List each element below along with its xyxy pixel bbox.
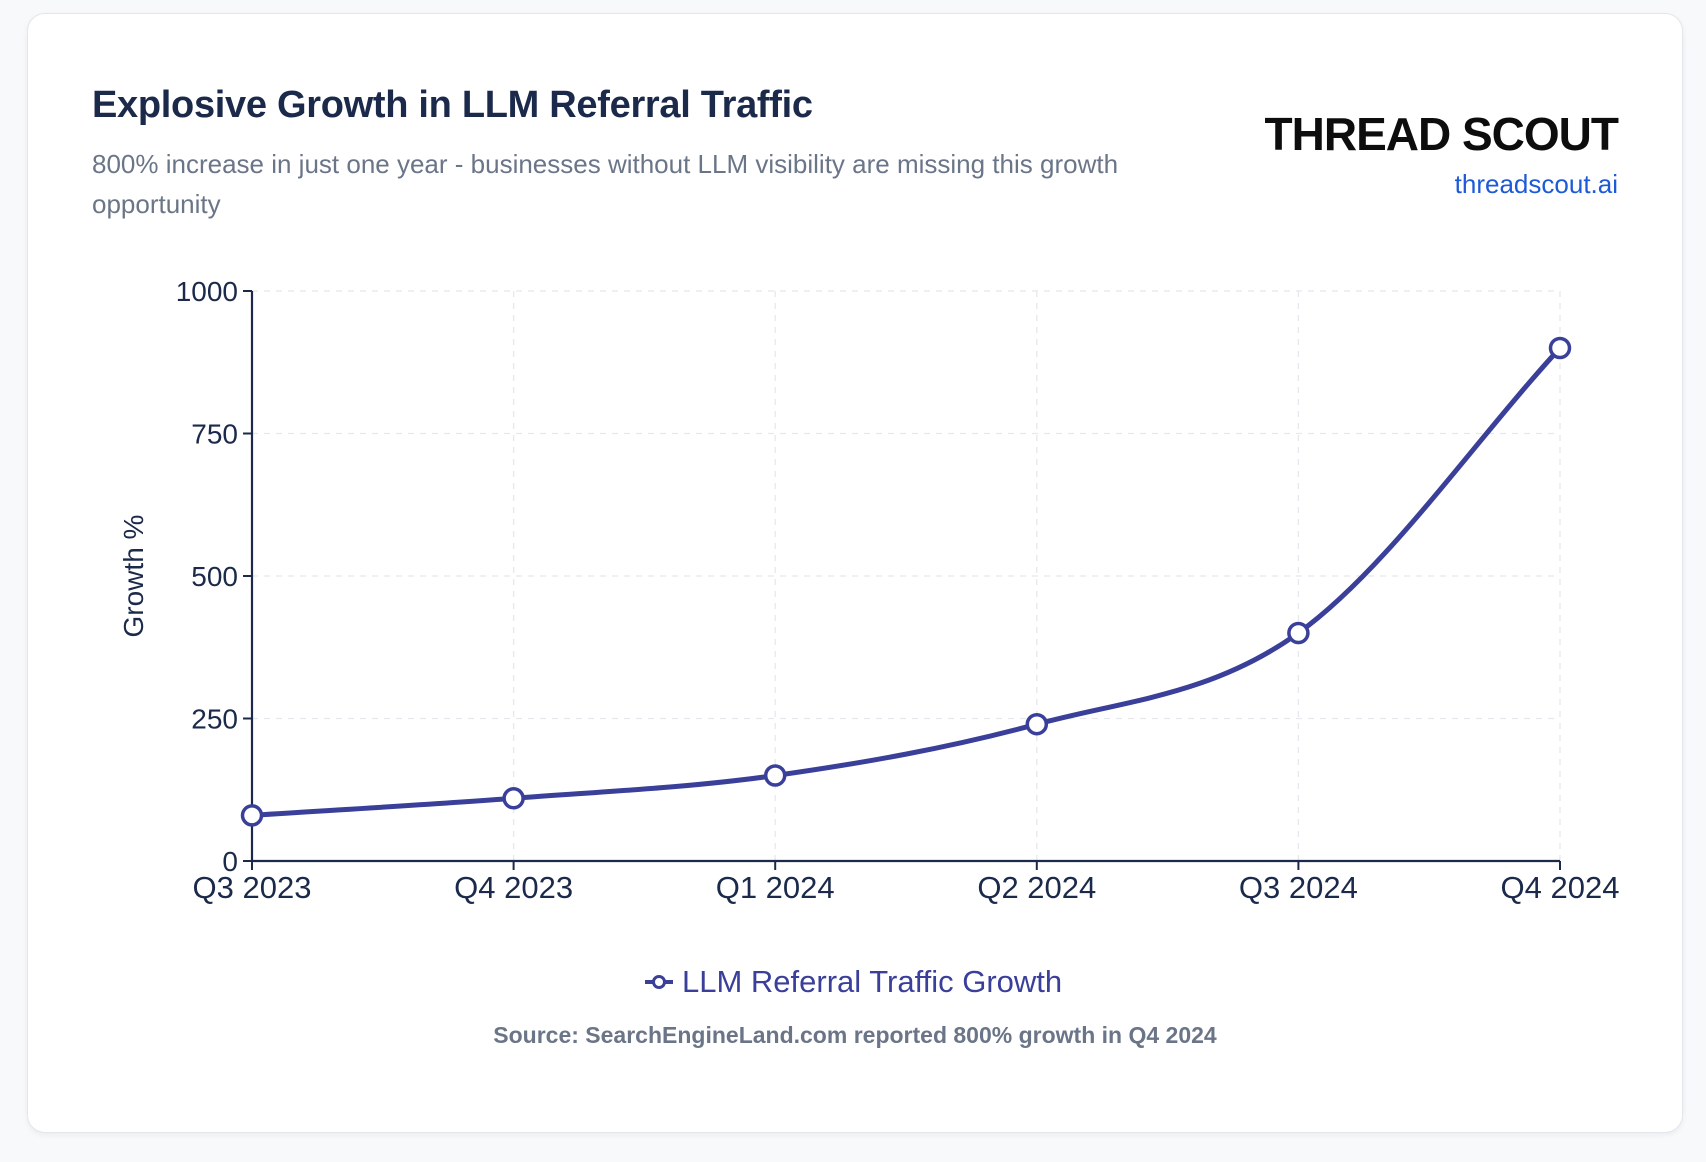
brand-link[interactable]: threadscout.ai [1454, 169, 1618, 199]
x-tick-label: Q3 2024 [1239, 870, 1358, 905]
data-point [502, 787, 525, 810]
x-tick-label: Q2 2024 [977, 870, 1096, 905]
y-tick-label: 250 [191, 704, 238, 735]
chart-legend[interactable]: LLM Referral Traffic Growth [645, 964, 1062, 999]
brand-block: THREAD SCOUT threadscout.ai [1264, 106, 1619, 204]
data-point [1025, 712, 1049, 736]
y-tick-label: 750 [191, 419, 238, 450]
axis-layer [243, 290, 1561, 870]
y-tick-label: 1000 [176, 276, 238, 307]
grid-layer [252, 290, 1561, 861]
y-axis-title: Growth % [118, 515, 149, 638]
chart-card: Explosive Growth in LLM Referral Traffic… [27, 13, 1683, 1133]
chart-subtitle: 800% increase in just one year - busines… [92, 149, 1119, 219]
data-point [763, 764, 787, 787]
series-layer [240, 336, 1572, 827]
x-tick-label: Q4 2023 [454, 870, 573, 905]
y-tick-label: 500 [191, 561, 238, 592]
series-line [249, 345, 1563, 818]
source-note: Source: SearchEngineLand.com reported 80… [493, 1022, 1217, 1048]
legend-label: LLM Referral Traffic Growth [682, 964, 1062, 999]
data-point [1287, 621, 1310, 645]
y-tick-label: 0 [222, 846, 238, 877]
label-layer: 0 250 500 750 1000 Q3 2023 Q4 2023 Q1 2024 Q2 20… [118, 276, 1619, 905]
data-point [240, 804, 264, 827]
x-tick-label: Q4 2024 [1501, 870, 1620, 905]
brand-logo: THREAD SCOUT [1264, 108, 1619, 160]
x-tick-label: Q1 2024 [716, 870, 835, 905]
line-chart: 0 250 500 750 1000 Q3 2023 Q4 2023 Q1 2024 Q2 20… [118, 276, 1619, 999]
legend-swatch-marker [652, 975, 666, 989]
x-tick-label: Q3 2023 [193, 870, 312, 905]
chart-title: Explosive Growth in LLM Referral Traffic [92, 84, 813, 126]
data-point [1548, 336, 1572, 360]
